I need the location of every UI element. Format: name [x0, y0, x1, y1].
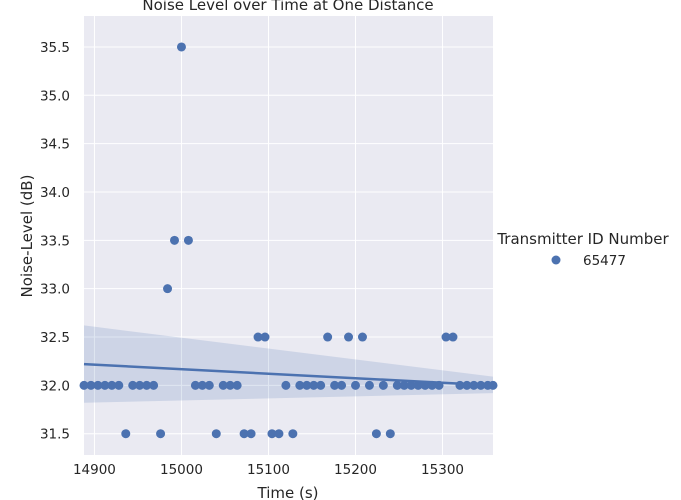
y-tick-label: 34.0 [40, 185, 70, 201]
data-point [385, 429, 395, 439]
data-point [344, 332, 354, 342]
y-axis-label: Noise-Level (dB) [18, 175, 36, 298]
data-point [288, 429, 298, 439]
data-point [281, 380, 291, 390]
data-point [100, 380, 110, 390]
data-point [135, 380, 145, 390]
data-point [239, 429, 249, 439]
data-point [176, 42, 186, 52]
data-point [260, 332, 270, 342]
data-point [190, 380, 200, 390]
data-point [357, 332, 367, 342]
data-point [86, 380, 96, 390]
data-point [309, 380, 319, 390]
y-tick-label: 33.0 [40, 282, 70, 298]
data-point [114, 380, 124, 390]
data-point [156, 429, 166, 439]
data-point [183, 235, 193, 245]
legend-label-65477: 65477 [583, 253, 626, 269]
x-tick-label: 15000 [160, 462, 203, 478]
data-point [295, 380, 305, 390]
data-point [267, 429, 277, 439]
y-tick-label: 34.5 [40, 137, 70, 153]
regression-line [83, 362, 494, 387]
data-point [330, 380, 340, 390]
data-point [121, 429, 131, 439]
data-point [302, 380, 312, 390]
y-tick-label: 35.0 [40, 88, 70, 104]
data-point [79, 380, 89, 390]
x-tick-label: 14900 [73, 462, 116, 478]
legend: Transmitter ID Number 65477 [496, 230, 669, 269]
data-point [163, 284, 173, 294]
data-point [399, 380, 409, 390]
data-point [441, 332, 451, 342]
x-tick-label: 15200 [334, 462, 377, 478]
data-point [246, 429, 256, 439]
data-point [323, 332, 333, 342]
data-point [448, 332, 458, 342]
data-point [204, 380, 214, 390]
data-point [413, 380, 423, 390]
data-point [211, 429, 221, 439]
data-point [107, 380, 117, 390]
legend-marker [551, 255, 561, 265]
data-point [371, 429, 381, 439]
data-point [274, 429, 284, 439]
data-point [337, 380, 347, 390]
data-point [316, 380, 326, 390]
data-point [225, 380, 235, 390]
data-point [170, 235, 180, 245]
data-point [392, 380, 402, 390]
y-tick-label: 32.0 [40, 378, 70, 394]
data-point [253, 332, 263, 342]
y-tick-label: 33.5 [40, 233, 70, 249]
data-point [149, 380, 159, 390]
y-tick-label: 32.5 [40, 330, 70, 346]
legend-title: Transmitter ID Number [496, 230, 669, 248]
data-point [93, 380, 103, 390]
data-point [128, 380, 138, 390]
data-point [378, 380, 388, 390]
data-point [218, 380, 228, 390]
data-point [406, 380, 416, 390]
data-point [364, 380, 374, 390]
data-point [197, 380, 207, 390]
confidence-band [84, 325, 493, 403]
y-tick-label: 35.5 [40, 40, 70, 56]
y-tick-label: 31.5 [40, 427, 70, 443]
data-point [232, 380, 242, 390]
x-tick-label: 15300 [421, 462, 464, 478]
data-point [351, 380, 361, 390]
data-point [142, 380, 152, 390]
chart-title: Noise Level over Time at One Distance [142, 0, 433, 14]
x-axis-label: Time (s) [257, 484, 319, 500]
x-tick-label: 15100 [247, 462, 290, 478]
